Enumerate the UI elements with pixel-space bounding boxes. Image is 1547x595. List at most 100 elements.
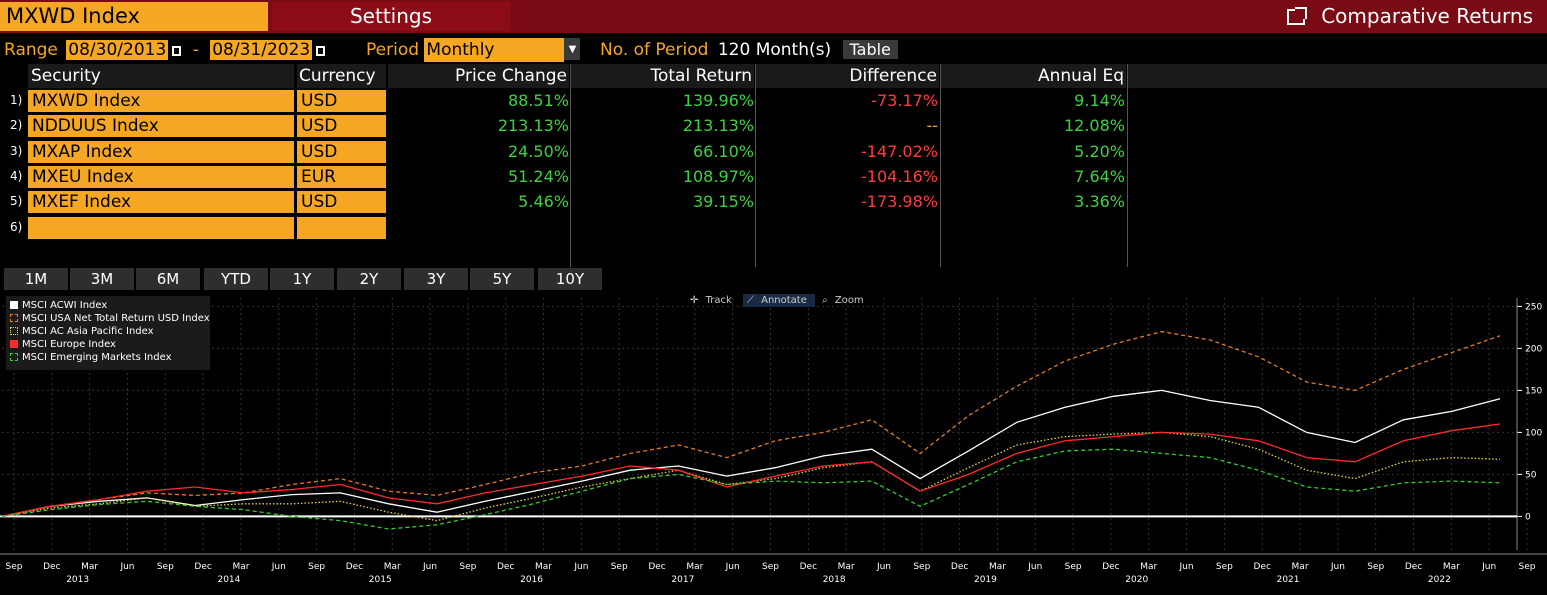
line-chart[interactable]: Sep Dec Mar Jun Sep Dec Mar Jun Sep Dec Mar Jun Sep D… xyxy=(0,292,1547,595)
x-year-label: 2020 xyxy=(1125,575,1148,585)
security-field[interactable]: MXAP Index xyxy=(28,140,294,163)
x-tick-label: Mar xyxy=(686,562,703,572)
difference-value: -104.16% xyxy=(861,166,938,186)
tab-5y[interactable]: 5Y xyxy=(470,268,534,290)
x-tick-label: Dec xyxy=(1405,562,1422,572)
column-divider xyxy=(1127,64,1128,267)
legend-item[interactable]: MSCI Emerging Markets Index xyxy=(10,352,172,364)
col-header-security[interactable]: Security xyxy=(28,64,294,88)
currency-field[interactable]: USD xyxy=(297,90,386,112)
currency-field[interactable]: USD xyxy=(297,115,386,138)
x-tick-label: Dec xyxy=(800,562,817,572)
x-tick-label: Dec xyxy=(194,562,211,572)
security-field[interactable] xyxy=(28,216,294,239)
returns-table: Security Currency Price Change Total Ret… xyxy=(0,64,1547,267)
security-field[interactable]: MXWD Index xyxy=(28,90,294,112)
legend-item[interactable]: MSCI Europe Index xyxy=(10,339,116,351)
x-tick-label: Sep xyxy=(459,562,476,572)
currency-field[interactable]: USD xyxy=(297,140,386,163)
security-field[interactable]: MXEF Index xyxy=(28,191,294,214)
chart-toolbar: ✛ Track ⟋ Annotate ⌕ Zoom xyxy=(686,294,872,307)
tab-2y[interactable]: 2Y xyxy=(337,268,401,290)
legend-label: MSCI ACWI Index xyxy=(22,300,108,311)
legend-item[interactable]: MSCI AC Asia Pacific Index xyxy=(10,326,154,338)
chart-area: Sep Dec Mar Jun Sep Dec Mar Jun Sep Dec Mar Jun Sep D… xyxy=(0,292,1547,595)
annotate-button[interactable]: ⟋ Annotate xyxy=(742,294,815,307)
chevron-down-icon[interactable]: ▼ xyxy=(564,38,581,60)
calendar-icon[interactable] xyxy=(316,46,326,56)
range-control: Range 08/30/2013 - 08/31/2023 xyxy=(4,38,326,62)
legend-label: MSCI Europe Index xyxy=(22,339,116,350)
col-header-currency[interactable]: Currency xyxy=(297,64,386,88)
annual-eq-value: 3.36% xyxy=(1074,192,1125,212)
function-title[interactable]: Comparative Returns xyxy=(1287,2,1533,31)
col-header-price-change[interactable]: Price Change xyxy=(388,64,569,88)
price-change-value: 24.50% xyxy=(507,141,569,161)
row-number: 3) xyxy=(10,143,23,158)
calendar-icon[interactable] xyxy=(172,46,182,56)
legend-item[interactable]: MSCI USA Net Total Return USD Index xyxy=(10,313,210,325)
column-divider xyxy=(755,64,756,267)
col-header-total-return[interactable]: Total Return xyxy=(571,64,754,88)
range-start-field[interactable]: 08/30/2013 xyxy=(66,40,169,60)
range-end-field[interactable]: 08/31/2023 xyxy=(210,40,313,60)
tab-10y[interactable]: 10Y xyxy=(538,268,602,290)
annual-eq-value: 12.08% xyxy=(1063,116,1125,136)
range-separator: - xyxy=(192,40,199,60)
x-year-label: 2017 xyxy=(671,575,694,585)
currency-field[interactable]: USD xyxy=(297,191,386,214)
table-button[interactable]: Table xyxy=(842,40,898,59)
currency-field[interactable] xyxy=(297,216,386,239)
tab-6m[interactable]: 6M xyxy=(136,268,200,290)
zoom-button[interactable]: ⌕ Zoom xyxy=(818,294,872,307)
x-tick-label: Jun xyxy=(271,562,286,572)
col-header-empty xyxy=(1128,64,1547,88)
ticker-field[interactable]: MXWD Index xyxy=(0,2,268,31)
difference-value: -73.17% xyxy=(871,91,938,110)
legend-swatch xyxy=(10,340,18,348)
currency-field[interactable]: EUR xyxy=(297,165,386,188)
legend-label: MSCI Emerging Markets Index xyxy=(22,352,172,363)
top-bar: MXWD Index Settings Comparative Returns xyxy=(0,0,1547,33)
x-year-label: 2018 xyxy=(823,575,846,585)
price-change-value: 51.24% xyxy=(507,166,569,186)
x-tick-label: Jun xyxy=(119,562,134,572)
security-field[interactable]: NDDUUS Index xyxy=(28,115,294,138)
tab-3m[interactable]: 3M xyxy=(70,268,134,290)
tab-1y[interactable]: 1Y xyxy=(270,268,334,290)
tab-ytd[interactable]: YTD xyxy=(204,268,268,290)
x-tick-label: Dec xyxy=(951,562,968,572)
period-select[interactable]: Monthly xyxy=(424,38,565,62)
x-tick-label: Dec xyxy=(43,562,60,572)
period-control: Period Monthly ▼ xyxy=(366,38,581,62)
x-tick-label: Sep xyxy=(157,562,174,572)
settings-button[interactable]: Settings xyxy=(272,2,510,31)
y-tick-label: 250 xyxy=(1525,302,1542,312)
tab-3y[interactable]: 3Y xyxy=(404,268,468,290)
series-line xyxy=(1,448,1501,530)
y-tick-label: 200 xyxy=(1525,344,1542,354)
x-tick-label: Jun xyxy=(725,562,740,572)
x-tick-label: Dec xyxy=(497,562,514,572)
x-tick-label: Sep xyxy=(611,562,628,572)
security-field[interactable]: MXEU Index xyxy=(28,165,294,188)
column-divider xyxy=(940,64,941,267)
difference-value: -173.98% xyxy=(861,192,938,212)
x-tick-label: Jun xyxy=(1481,562,1496,572)
x-tick-label: Sep xyxy=(308,562,325,572)
track-button[interactable]: ✛ Track xyxy=(686,294,740,307)
x-tick-label: Mar xyxy=(838,562,855,572)
x-tick-label: Jun xyxy=(876,562,891,572)
x-tick-label: Mar xyxy=(535,562,552,572)
legend-label: MSCI USA Net Total Return USD Index xyxy=(22,313,210,324)
tab-1m[interactable]: 1M xyxy=(4,268,68,290)
popout-icon[interactable] xyxy=(1287,7,1308,25)
col-header-difference[interactable]: Difference xyxy=(756,64,939,88)
x-year-label: 2014 xyxy=(217,575,240,585)
x-tick-label: Sep xyxy=(913,562,930,572)
comparative-returns-label: Comparative Returns xyxy=(1321,4,1533,28)
y-tick-label: 50 xyxy=(1525,470,1537,480)
legend-item[interactable]: MSCI ACWI Index xyxy=(10,300,107,312)
legend-label: MSCI AC Asia Pacific Index xyxy=(22,326,154,337)
col-header-annual-eq[interactable]: Annual Eq xyxy=(941,64,1126,88)
